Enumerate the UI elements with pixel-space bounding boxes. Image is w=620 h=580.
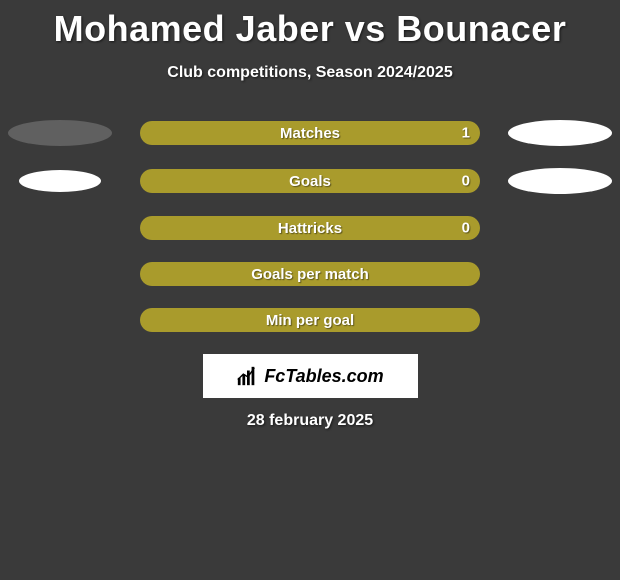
stat-bar-label: Matches [280,125,340,142]
left-pill [19,170,101,192]
stat-row: Min per goal [0,308,620,332]
page-subtitle: Club competitions, Season 2024/2025 [0,64,620,82]
stat-bar: Goals per match [140,262,480,286]
stat-bar-label: Goals per match [251,266,369,283]
stat-row: Hattricks 0 [0,216,620,240]
stat-bars-container: Matches 1 Goals 0 Hattricks 0 Goals per match M… [0,120,620,332]
stat-bar-label: Goals [289,173,331,190]
stat-bar-value: 1 [462,125,470,142]
stat-bar-label: Min per goal [266,312,354,329]
stat-bar-label: Hattricks [278,220,342,237]
date-line: 28 february 2025 [0,412,620,430]
stat-bar-value: 0 [462,173,470,190]
right-pill [508,168,612,194]
stat-row: Goals per match [0,262,620,286]
stat-row: Goals 0 [0,168,620,194]
stat-bar: Hattricks 0 [140,216,480,240]
stat-bar-value: 0 [462,220,470,237]
logo-text: FcTables.com [264,366,383,387]
page-title: Mohamed Jaber vs Bounacer [0,0,620,50]
stat-row: Matches 1 [0,120,620,146]
right-pill-slot [500,120,620,146]
right-pill-slot [500,168,620,194]
stat-bar: Min per goal [140,308,480,332]
stat-bar: Goals 0 [140,169,480,193]
left-pill-slot [0,120,120,146]
left-pill [8,120,112,146]
left-pill-slot [0,170,120,192]
chart-icon [236,365,258,387]
stat-bar: Matches 1 [140,121,480,145]
logo-box: FcTables.com [203,354,418,398]
right-pill [508,120,612,146]
